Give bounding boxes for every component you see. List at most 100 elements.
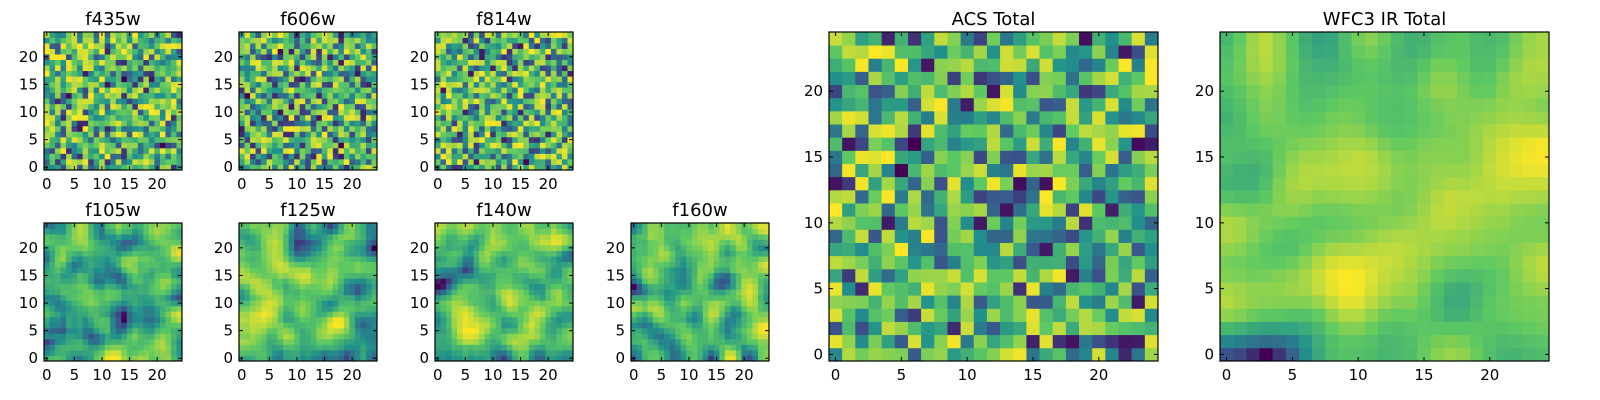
heatmap-cell [55, 322, 61, 329]
heatmap-cell [332, 289, 339, 296]
heatmap-cell [299, 164, 306, 171]
heatmap-cell [1039, 229, 1054, 243]
heatmap-cell [1079, 334, 1093, 349]
heatmap-cell [93, 32, 100, 38]
heatmap-cell [305, 81, 312, 88]
heatmap-cell [170, 305, 177, 312]
heatmap-cell [512, 147, 519, 154]
heatmap-cell [506, 98, 513, 105]
heatmap-cell [468, 322, 475, 329]
heatmap-cell [534, 114, 541, 121]
heatmap-cell [1026, 334, 1040, 349]
heatmap-cell [462, 142, 469, 149]
heatmap-cell [360, 120, 367, 127]
heatmap-cell [132, 228, 139, 235]
heatmap-cell [327, 131, 334, 138]
heatmap-cell [77, 147, 84, 154]
x-tick-label: 5 [461, 175, 471, 193]
heatmap-cell [360, 294, 367, 301]
heatmap-cell [93, 54, 100, 60]
heatmap-cell [137, 131, 144, 138]
heatmap-cell [104, 158, 111, 165]
heatmap-cell [250, 153, 256, 160]
heatmap-cell [49, 333, 56, 340]
heatmap-cell [446, 98, 452, 105]
heatmap-cell [343, 228, 350, 235]
heatmap-cell [658, 272, 665, 279]
heatmap-cell [479, 278, 486, 285]
heatmap-cell [316, 316, 323, 323]
heatmap-cell [55, 305, 61, 312]
heatmap-cell [435, 289, 441, 296]
heatmap-cell [440, 158, 447, 165]
heatmap-cell [512, 327, 519, 334]
heatmap-cell [49, 228, 56, 235]
heatmap-cell [462, 70, 469, 77]
heatmap-cell [647, 327, 654, 334]
heatmap-cell [468, 147, 475, 154]
heatmap-cells [239, 223, 378, 362]
heatmap-cell [283, 54, 290, 60]
heatmap-cell [1118, 295, 1133, 309]
y-tick-label: 20 [410, 239, 429, 257]
heatmap-cell [451, 278, 458, 285]
heatmap-cell [881, 189, 896, 204]
heatmap-cell [986, 255, 1001, 270]
heatmap-cell [299, 136, 306, 143]
heatmap-cell [702, 256, 709, 263]
heatmap-cell [506, 103, 513, 110]
heatmap-cell [159, 92, 166, 99]
heatmap-cell [170, 355, 177, 362]
heatmap-cell [126, 103, 133, 110]
heatmap-cell [261, 272, 267, 279]
heatmap-cell [176, 32, 183, 38]
heatmap-cell [752, 294, 759, 301]
heatmap-cell [126, 316, 133, 323]
heatmap-cell [365, 256, 372, 263]
heatmap-cell [294, 267, 301, 274]
heatmap-cell [523, 250, 530, 257]
heatmap-cell [539, 114, 546, 121]
heatmap-cell [479, 300, 486, 307]
heatmap-cell [724, 256, 731, 263]
heatmap-cell [451, 344, 458, 351]
heatmap-cell [288, 305, 295, 312]
heatmap-cell [365, 142, 372, 149]
heatmap-cell [66, 256, 72, 263]
heatmap-cell [495, 109, 502, 116]
heatmap-cell [550, 239, 557, 246]
panel-title: f105w [85, 200, 140, 221]
heatmap-cell [244, 316, 251, 323]
heatmap-cell [490, 120, 497, 127]
heatmap-cell [60, 223, 67, 229]
heatmap-cell [266, 245, 273, 251]
heatmap-cell [99, 245, 106, 251]
heatmap-cell [121, 239, 128, 246]
heatmap-cell [528, 92, 535, 99]
heatmap-cell [88, 333, 95, 340]
heatmap-cell [457, 136, 463, 143]
heatmap-cell [143, 344, 150, 351]
heatmap-cell [490, 322, 497, 329]
heatmap-cell [702, 338, 709, 345]
heatmap-cell [506, 87, 513, 94]
heatmap-cell [272, 327, 279, 334]
heatmap-cell [501, 54, 508, 60]
heatmap-cell [534, 87, 541, 94]
heatmap-cell [143, 283, 150, 290]
heatmap-cell [110, 98, 117, 105]
heatmap-cell [115, 153, 122, 160]
heatmap-cell [349, 158, 356, 165]
heatmap-cell [288, 54, 295, 60]
heatmap-cell [550, 322, 557, 329]
heatmap-cell [462, 311, 469, 318]
heatmap-cell [457, 272, 463, 279]
heatmap-cell [261, 114, 267, 121]
heatmap-cell [457, 245, 463, 251]
heatmap-cell [77, 98, 84, 105]
heatmap-cell [435, 333, 441, 340]
heatmap-cell [321, 59, 328, 66]
heatmap-cell [907, 268, 922, 283]
heatmap-cell [490, 245, 497, 251]
heatmap-cell [669, 300, 676, 307]
